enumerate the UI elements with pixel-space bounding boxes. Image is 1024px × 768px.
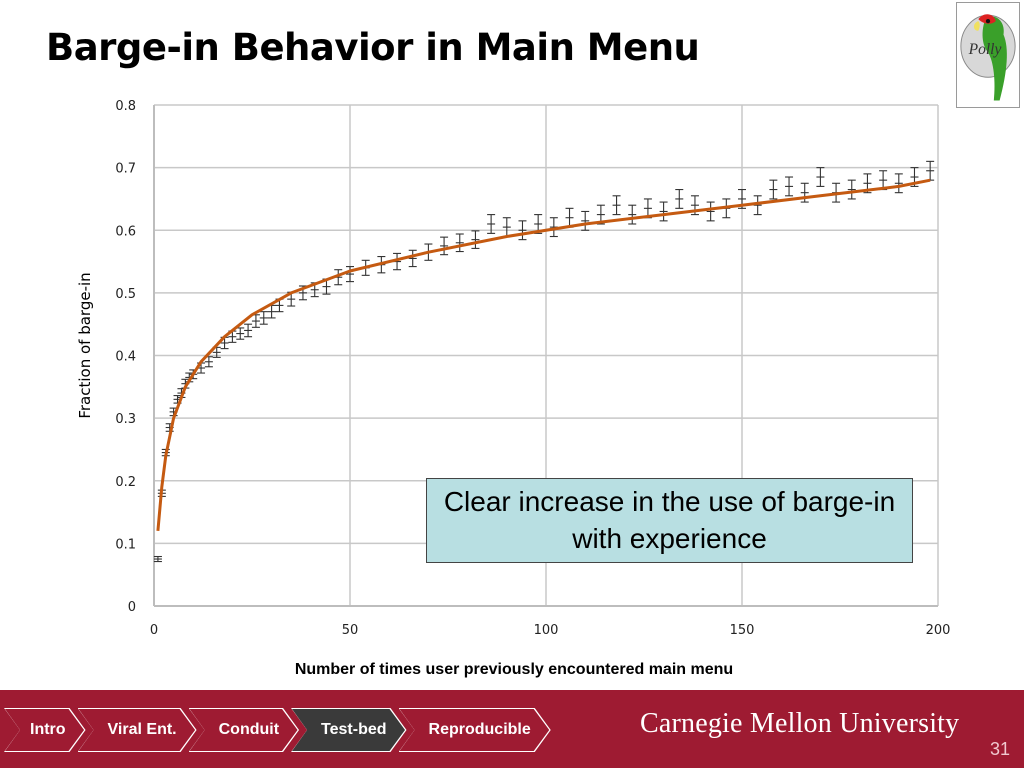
data-point — [471, 230, 480, 249]
polly-logo: Polly — [956, 2, 1020, 108]
data-point — [910, 167, 919, 187]
y-tick-label: 0.5 — [115, 287, 136, 302]
y-tick-label: 0.6 — [115, 224, 136, 239]
data-point — [628, 204, 637, 225]
y-tick-label: 0.4 — [115, 350, 136, 365]
y-tick-label: 0.2 — [115, 475, 136, 490]
data-point — [769, 179, 778, 200]
data-point — [236, 327, 245, 340]
y-tick-label: 0.8 — [115, 99, 136, 114]
data-point — [334, 269, 343, 286]
x-tick-label: 0 — [150, 623, 158, 638]
y-tick-label: 0 — [128, 600, 136, 615]
data-point — [706, 201, 715, 222]
y-axis-label: Fraction of barge-in — [76, 272, 94, 418]
nav-tab-label: Conduit — [218, 721, 280, 738]
data-point — [816, 167, 825, 187]
data-point — [346, 266, 354, 283]
data-point — [487, 214, 496, 234]
data-point — [675, 188, 684, 209]
callout-box: Clear increase in the use of barge-in wi… — [426, 478, 913, 563]
nav-tab-label: Reproducible — [428, 721, 531, 738]
nav-tab-test-bed[interactable]: Test-bed — [291, 708, 406, 752]
data-point — [267, 304, 276, 319]
data-point — [244, 323, 253, 338]
x-tick-label: 200 — [926, 623, 951, 638]
data-point — [659, 201, 668, 222]
parrot-icon: Polly — [960, 14, 1016, 101]
chart: 0 0.1 0.2 0.3 0.4 0.5 0.6 0.7 0.8 0 50 100 150 200 Fra… — [60, 92, 960, 692]
data-point — [612, 195, 621, 216]
y-tick-label: 0.3 — [115, 412, 136, 427]
nav-tab-reproducible[interactable]: Reproducible — [399, 708, 551, 752]
nav-tab-conduit[interactable]: Conduit — [189, 708, 299, 752]
nav-tab-label: Test-bed — [321, 721, 387, 738]
data-point — [753, 195, 762, 216]
nav-tab-intro[interactable]: Intro — [4, 708, 86, 752]
data-point — [251, 314, 260, 328]
x-tick-label: 100 — [534, 623, 559, 638]
data-point — [408, 249, 417, 268]
fit-line — [156, 178, 931, 532]
data-point — [518, 220, 527, 241]
data-point — [894, 173, 903, 194]
data-point — [502, 217, 511, 238]
data-point — [847, 179, 856, 200]
data-point — [581, 210, 590, 231]
y-tick-label: 0.7 — [115, 162, 136, 177]
data-point — [259, 311, 268, 325]
data-point — [440, 236, 449, 256]
data-point — [690, 195, 699, 216]
x-tick-label: 50 — [342, 623, 359, 638]
y-tick-label: 0.1 — [115, 537, 136, 552]
page-number: 31 — [989, 739, 1010, 759]
data-point — [455, 233, 464, 253]
callout-text: Clear increase in the use of barge-in wi… — [443, 486, 896, 554]
svg-text:Polly: Polly — [968, 41, 1002, 58]
section-nav: Intro Viral Ent. Conduit Test-bed Reproducib… — [4, 708, 551, 752]
data-point — [565, 207, 574, 228]
x-axis-label: Number of times user previously encounte… — [294, 661, 734, 678]
data-point — [153, 555, 162, 563]
university-name: Carnegie Mellon University — [640, 708, 960, 739]
nav-tab-viral-ent[interactable]: Viral Ent. — [78, 708, 197, 752]
footer-bar: Intro Viral Ent. Conduit Test-bed Reproducib… — [0, 690, 1024, 768]
data-point — [926, 160, 935, 181]
nav-tab-label: Intro — [30, 721, 66, 738]
barge-in-chart: 0 0.1 0.2 0.3 0.4 0.5 0.6 0.7 0.8 0 50 100 150 200 Fra… — [76, 99, 951, 638]
x-tick-label: 150 — [730, 623, 755, 638]
slide-title: Barge-in Behavior in Main Menu — [46, 26, 700, 69]
data-point — [393, 252, 402, 271]
nav-tab-label: Viral Ent. — [107, 721, 177, 738]
data-point — [785, 176, 794, 197]
